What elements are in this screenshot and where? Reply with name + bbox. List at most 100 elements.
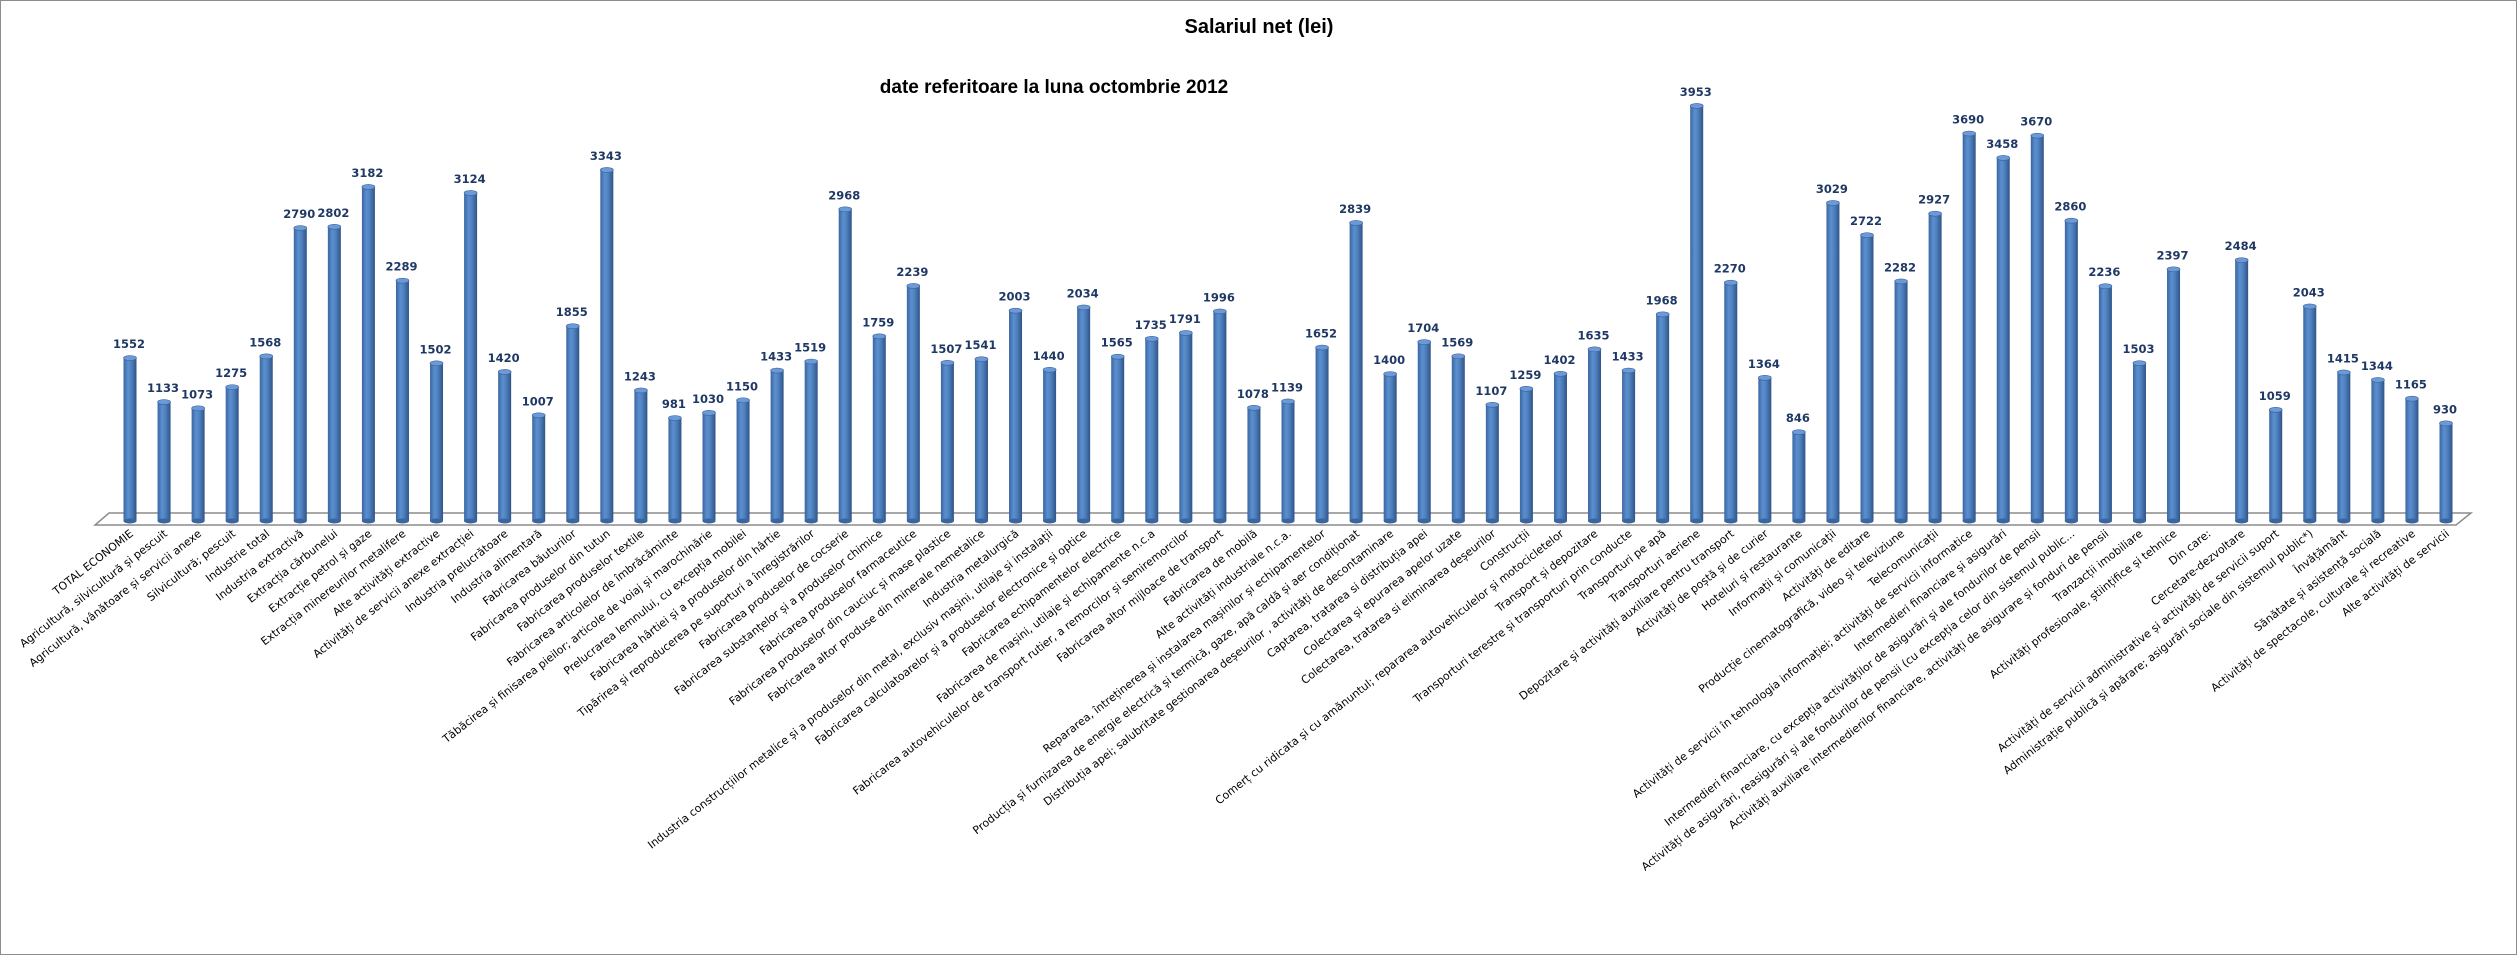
data-label: 1652: [1305, 327, 1337, 341]
bar-body: [1996, 157, 2010, 521]
bar-body: [872, 336, 886, 521]
bar-cap: [2405, 395, 2419, 402]
bar-body: [395, 280, 409, 521]
data-label: 1078: [1237, 387, 1269, 401]
bar-base: [1213, 518, 1227, 524]
chart-subtitle: date referitoare la luna octombrie 2012: [880, 77, 1228, 98]
bar-body: [2439, 423, 2453, 521]
bar-base: [770, 518, 784, 524]
data-label: 981: [662, 397, 686, 411]
data-label: 1030: [692, 392, 724, 406]
data-label: 2282: [1884, 260, 1916, 274]
bar-cap: [804, 358, 818, 365]
bar-body: [1724, 282, 1738, 521]
bar-body: [1247, 407, 1261, 521]
bar-body: [566, 326, 580, 521]
bar-body: [1043, 369, 1057, 521]
bar-cap: [429, 360, 444, 367]
bar: [1792, 429, 1806, 524]
bar-cap: [1417, 339, 1432, 345]
data-label: 3343: [590, 149, 622, 163]
bar: [429, 360, 444, 524]
bar-body: [2064, 220, 2078, 521]
bar: [1383, 371, 1397, 524]
bar: [2268, 407, 2283, 524]
bar-cap: [702, 410, 716, 416]
bar-body: [1826, 202, 1840, 521]
bar-body: [2235, 260, 2249, 521]
data-label: 1440: [1033, 349, 1065, 363]
bar-cap: [1928, 210, 1942, 217]
bar-base: [940, 518, 954, 524]
bar-body: [1928, 213, 1942, 522]
bar-base: [1588, 518, 1602, 524]
bar-body: [1451, 356, 1465, 521]
bar-base: [1111, 518, 1125, 524]
bar-base: [1928, 518, 1942, 524]
bar-cap: [770, 367, 784, 374]
bar-body: [1077, 307, 1091, 521]
bar: [1519, 386, 1534, 524]
bar-body: [1111, 356, 1125, 521]
data-label: 3670: [2020, 115, 2052, 129]
bar-cap: [1213, 308, 1227, 315]
bar-base: [395, 518, 409, 524]
bar-base: [1724, 518, 1738, 524]
bar-cap: [497, 369, 512, 375]
bar: [1451, 353, 1466, 524]
bar-body: [1417, 342, 1431, 521]
bar-base: [702, 518, 716, 524]
bar-cap: [2098, 283, 2113, 290]
bar-body: [1485, 404, 1499, 521]
bar: [1042, 366, 1057, 524]
bar-cap: [1008, 307, 1023, 314]
bar-base: [1826, 518, 1840, 524]
bar-cap: [2234, 257, 2249, 263]
chart-title: Salariul net (lei): [1185, 16, 1334, 38]
bar: [2166, 266, 2181, 524]
data-label: 930: [2433, 402, 2457, 416]
bar-body: [2303, 306, 2317, 521]
data-label: 2722: [1850, 214, 1882, 228]
bar: [1996, 155, 2011, 524]
data-label: 1507: [930, 342, 962, 356]
bar-cap: [600, 167, 614, 173]
data-label: 1433: [1612, 350, 1644, 364]
bar-cap: [1996, 155, 2011, 161]
bar-cap: [1758, 374, 1772, 381]
bar-cap: [736, 397, 750, 404]
bar-body: [327, 226, 341, 522]
bar-cap: [2337, 369, 2351, 376]
bar-cap: [1247, 405, 1261, 411]
bar-cap: [906, 283, 921, 289]
bar: [2405, 395, 2419, 524]
bar: [906, 283, 921, 524]
bar-body: [770, 370, 784, 521]
bar-base: [1247, 518, 1261, 524]
data-label: 1996: [1203, 290, 1235, 304]
bar-cap: [361, 184, 376, 190]
bar-body: [1894, 281, 1908, 521]
bar-cap: [2132, 360, 2147, 366]
bar-base: [2167, 518, 2181, 524]
bar-base: [1043, 518, 1057, 524]
data-label: 2034: [1067, 286, 1099, 300]
data-label: 1502: [420, 342, 452, 356]
bar-base: [1145, 518, 1159, 524]
bar-body: [974, 359, 988, 521]
bar-base: [2439, 518, 2453, 524]
data-label: 2289: [385, 260, 417, 274]
bar-base: [804, 518, 818, 524]
data-label: 1565: [1101, 336, 1133, 350]
bar-body: [1656, 314, 1670, 521]
bar-base: [600, 518, 614, 524]
data-label: 3029: [1816, 182, 1848, 196]
data-label: 1735: [1135, 318, 1167, 332]
data-label: 2003: [999, 290, 1031, 304]
bar: [1860, 232, 1874, 524]
bar-cap: [1587, 346, 1602, 353]
data-label: 1968: [1646, 293, 1678, 307]
bar-base: [1009, 518, 1023, 524]
bar-cap: [1315, 344, 1329, 351]
